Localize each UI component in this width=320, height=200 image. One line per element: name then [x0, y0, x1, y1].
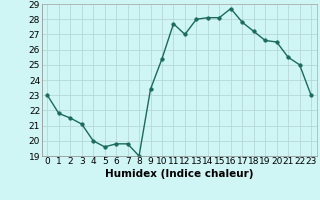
X-axis label: Humidex (Indice chaleur): Humidex (Indice chaleur)	[105, 169, 253, 179]
